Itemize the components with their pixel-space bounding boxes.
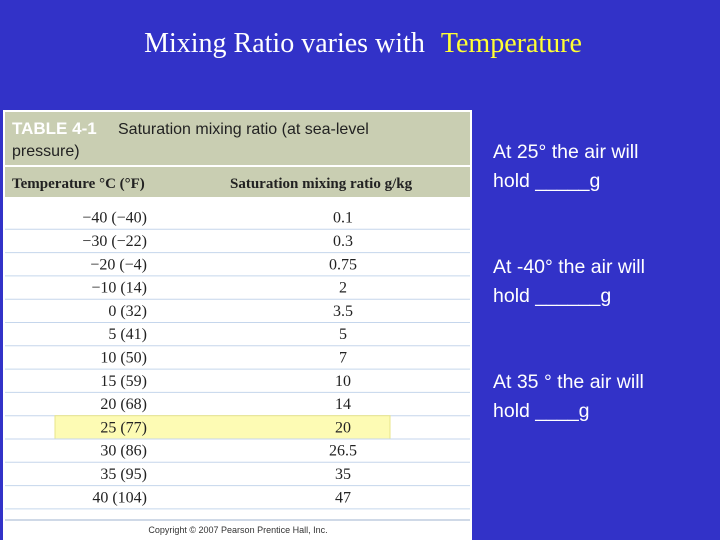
temperature-cell: 20 (68) (100, 396, 147, 413)
mixing-ratio-cell: 0.3 (333, 233, 353, 250)
temperature-cell: −10 (14) (91, 280, 147, 297)
temperature-cell: −40 (−40) (82, 210, 147, 227)
table-caption: pressure) (12, 143, 80, 160)
mixing-ratio-cell: 14 (335, 396, 351, 413)
question-line: At -40° the air will (493, 256, 645, 278)
question-line: At 35 ° the air will (493, 371, 644, 393)
temperature-cell: 25 (77) (100, 419, 147, 436)
question-line: hold _____g (493, 170, 600, 192)
temperature-cell: 35 (95) (100, 466, 147, 483)
column-header: Temperature °C (°F) (12, 176, 145, 192)
question-line: hold ____g (493, 400, 590, 422)
temperature-cell: 15 (59) (100, 373, 147, 390)
table-caption: Saturation mixing ratio (at sea-level (118, 121, 369, 138)
mixing-ratio-cell: 20 (335, 419, 351, 436)
question-line: hold ______g (493, 285, 611, 307)
copyright: Copyright © 2007 Pearson Prentice Hall, … (148, 525, 327, 535)
questions: At 25° the air will hold _____g At -40° th… (493, 141, 645, 422)
temperature-cell: 40 (104) (92, 489, 147, 506)
mixing-ratio-cell: 10 (335, 373, 351, 390)
mixing-ratio-cell: 2 (339, 280, 347, 297)
mixing-ratio-cell: 26.5 (329, 443, 357, 460)
table-body: −40 (−40) 0.1 −30 (−22) 0.3 −20 (−4) 0.75 −10 … (5, 210, 470, 521)
mixing-ratio-cell: 47 (335, 489, 351, 506)
title-prefix: Mixing Ratio varies with (144, 28, 425, 59)
temperature-cell: 0 (32) (108, 303, 147, 320)
temperature-cell: 30 (86) (100, 443, 147, 460)
mixing-ratio-cell: 0.75 (329, 256, 357, 273)
slide-title: Mixing Ratio varies with Temperature (144, 28, 582, 59)
column-header: Saturation mixing ratio g/kg (230, 176, 413, 192)
temperature-cell: 10 (50) (100, 349, 147, 366)
mixing-ratio-cell: 35 (335, 466, 351, 483)
temperature-cell: 5 (41) (108, 326, 147, 343)
question-line: At 25° the air will (493, 141, 638, 163)
table-header-band (5, 112, 470, 197)
temperature-cell: −20 (−4) (90, 256, 147, 273)
mixing-ratio-cell: 7 (339, 349, 347, 366)
title-highlight: Temperature (441, 28, 582, 59)
mixing-ratio-cell: 3.5 (333, 303, 353, 320)
mixing-ratio-cell: 0.1 (333, 210, 353, 227)
temperature-cell: −30 (−22) (82, 233, 147, 250)
mixing-ratio-cell: 5 (339, 326, 347, 343)
table-label: TABLE 4-1 (12, 119, 97, 138)
